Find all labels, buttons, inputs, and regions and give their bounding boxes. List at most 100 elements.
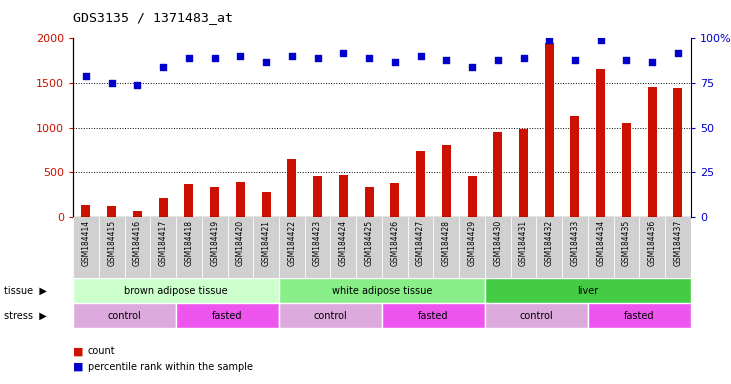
Bar bbox=[330, 217, 356, 278]
Bar bbox=[570, 116, 580, 217]
Text: GSM184423: GSM184423 bbox=[313, 220, 322, 266]
Point bbox=[414, 53, 426, 59]
Text: liver: liver bbox=[577, 286, 599, 296]
Bar bbox=[562, 217, 588, 278]
Bar bbox=[262, 192, 270, 217]
Text: control: control bbox=[520, 311, 553, 321]
Bar bbox=[588, 303, 691, 328]
Point bbox=[466, 64, 478, 70]
Point bbox=[132, 82, 143, 88]
Text: fasted: fasted bbox=[212, 311, 243, 321]
Bar bbox=[176, 303, 279, 328]
Point bbox=[595, 37, 607, 43]
Text: brown adipose tissue: brown adipose tissue bbox=[124, 286, 228, 296]
Text: GSM184427: GSM184427 bbox=[416, 220, 425, 266]
Bar bbox=[545, 43, 554, 217]
Text: GSM184419: GSM184419 bbox=[210, 220, 219, 266]
Bar bbox=[485, 217, 511, 278]
Text: GDS3135 / 1371483_at: GDS3135 / 1371483_at bbox=[73, 12, 233, 25]
Bar bbox=[596, 69, 605, 217]
Bar bbox=[511, 217, 537, 278]
Bar bbox=[184, 184, 194, 217]
Bar bbox=[665, 217, 691, 278]
Bar bbox=[99, 217, 124, 278]
Text: GSM184421: GSM184421 bbox=[262, 220, 270, 266]
Point bbox=[569, 57, 581, 63]
Text: GSM184437: GSM184437 bbox=[673, 220, 683, 266]
Text: white adipose tissue: white adipose tissue bbox=[332, 286, 432, 296]
Bar bbox=[339, 175, 348, 217]
Bar bbox=[537, 217, 562, 278]
Text: GSM184435: GSM184435 bbox=[622, 220, 631, 266]
Point bbox=[209, 55, 221, 61]
Text: GSM184422: GSM184422 bbox=[287, 220, 296, 266]
Bar bbox=[279, 278, 485, 303]
Bar bbox=[73, 278, 279, 303]
Bar bbox=[279, 217, 305, 278]
Point bbox=[518, 55, 529, 61]
Bar bbox=[442, 145, 451, 217]
Bar bbox=[107, 206, 116, 217]
Text: fasted: fasted bbox=[624, 311, 654, 321]
Bar bbox=[613, 217, 640, 278]
Bar bbox=[622, 123, 631, 217]
Text: GSM184420: GSM184420 bbox=[236, 220, 245, 266]
Text: GSM184430: GSM184430 bbox=[493, 220, 502, 266]
Bar bbox=[416, 151, 425, 217]
Text: GSM184432: GSM184432 bbox=[545, 220, 554, 266]
Bar bbox=[673, 88, 683, 217]
Point bbox=[157, 64, 169, 70]
Bar bbox=[390, 183, 399, 217]
Text: fasted: fasted bbox=[418, 311, 449, 321]
Bar bbox=[236, 182, 245, 217]
Point bbox=[311, 55, 323, 61]
Text: ■: ■ bbox=[73, 346, 83, 356]
Text: stress  ▶: stress ▶ bbox=[4, 311, 46, 321]
Text: GSM184425: GSM184425 bbox=[365, 220, 374, 266]
Bar bbox=[305, 217, 330, 278]
Bar bbox=[459, 217, 485, 278]
Point bbox=[235, 53, 246, 59]
Point bbox=[286, 53, 298, 59]
Bar bbox=[382, 217, 408, 278]
Bar bbox=[356, 217, 382, 278]
Text: GSM184431: GSM184431 bbox=[519, 220, 528, 266]
Bar bbox=[210, 187, 219, 217]
Text: percentile rank within the sample: percentile rank within the sample bbox=[88, 362, 253, 372]
Text: GSM184426: GSM184426 bbox=[390, 220, 399, 266]
Bar bbox=[73, 217, 99, 278]
Text: ■: ■ bbox=[73, 362, 83, 372]
Text: control: control bbox=[314, 311, 347, 321]
Point bbox=[441, 57, 452, 63]
Text: GSM184414: GSM184414 bbox=[81, 220, 91, 266]
Text: GSM184418: GSM184418 bbox=[184, 220, 194, 266]
Bar bbox=[253, 217, 279, 278]
Point bbox=[621, 57, 632, 63]
Bar bbox=[124, 217, 151, 278]
Text: count: count bbox=[88, 346, 115, 356]
Text: GSM184433: GSM184433 bbox=[570, 220, 580, 266]
Text: tissue  ▶: tissue ▶ bbox=[4, 286, 47, 296]
Text: GSM184416: GSM184416 bbox=[133, 220, 142, 266]
Bar bbox=[433, 217, 459, 278]
Bar bbox=[227, 217, 253, 278]
Text: GSM184424: GSM184424 bbox=[339, 220, 348, 266]
Bar bbox=[640, 217, 665, 278]
Text: GSM184436: GSM184436 bbox=[648, 220, 656, 266]
Text: GSM184434: GSM184434 bbox=[596, 220, 605, 266]
Bar bbox=[159, 198, 167, 217]
Bar bbox=[287, 159, 296, 217]
Bar bbox=[382, 303, 485, 328]
Bar bbox=[493, 132, 502, 217]
Point bbox=[672, 50, 683, 56]
Point bbox=[338, 50, 349, 56]
Bar bbox=[313, 176, 322, 217]
Bar bbox=[81, 205, 91, 217]
Bar bbox=[648, 87, 656, 217]
Bar bbox=[408, 217, 433, 278]
Text: control: control bbox=[107, 311, 142, 321]
Bar bbox=[365, 187, 374, 217]
Point bbox=[492, 57, 504, 63]
Bar bbox=[468, 176, 477, 217]
Bar bbox=[485, 303, 588, 328]
